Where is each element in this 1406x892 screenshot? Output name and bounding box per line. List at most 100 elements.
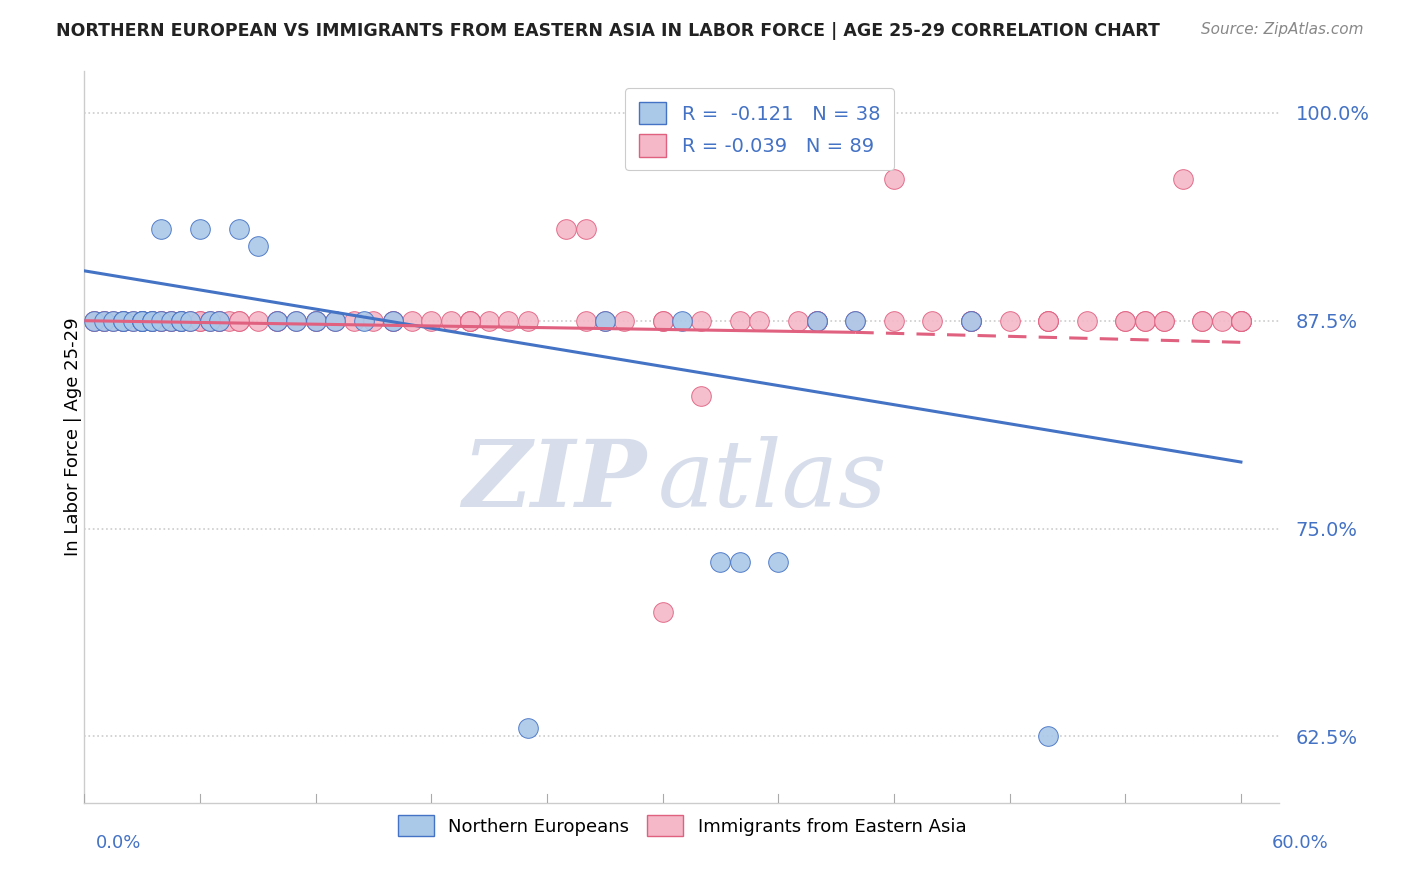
Point — [555, 222, 578, 236]
Point — [131, 314, 153, 328]
Point — [198, 314, 221, 328]
Point — [498, 314, 520, 328]
Point — [381, 314, 404, 328]
Point — [458, 314, 481, 328]
Point — [266, 314, 288, 328]
Point — [806, 314, 828, 328]
Point — [188, 314, 211, 328]
Point — [121, 314, 143, 328]
Point — [93, 314, 115, 328]
Point — [651, 314, 673, 328]
Point — [1171, 172, 1194, 186]
Point — [1230, 314, 1253, 328]
Point — [103, 314, 125, 328]
Point — [768, 555, 790, 569]
Point — [246, 314, 269, 328]
Point — [458, 314, 481, 328]
Point — [83, 314, 105, 328]
Point — [170, 314, 193, 328]
Text: NORTHERN EUROPEAN VS IMMIGRANTS FROM EASTERN ASIA IN LABOR FORCE | AGE 25-29 COR: NORTHERN EUROPEAN VS IMMIGRANTS FROM EAS… — [56, 22, 1160, 40]
Point — [285, 314, 308, 328]
Point — [671, 314, 693, 328]
Point — [160, 314, 183, 328]
Point — [574, 222, 596, 236]
Text: 60.0%: 60.0% — [1272, 834, 1329, 852]
Point — [150, 314, 173, 328]
Text: Source: ZipAtlas.com: Source: ZipAtlas.com — [1201, 22, 1364, 37]
Point — [83, 314, 105, 328]
Point — [228, 314, 250, 328]
Point — [1133, 314, 1156, 328]
Point — [806, 314, 828, 328]
Point — [93, 314, 115, 328]
Point — [516, 721, 538, 735]
Point — [613, 314, 636, 328]
Point — [343, 314, 366, 328]
Point — [141, 314, 163, 328]
Point — [228, 222, 250, 236]
Point — [690, 314, 713, 328]
Point — [1153, 314, 1175, 328]
Point — [363, 314, 385, 328]
Point — [728, 555, 751, 569]
Point — [998, 314, 1021, 328]
Point — [806, 314, 828, 328]
Point — [170, 314, 193, 328]
Point — [806, 314, 828, 328]
Point — [1211, 314, 1233, 328]
Point — [439, 314, 461, 328]
Text: 0.0%: 0.0% — [96, 834, 141, 852]
Point — [353, 314, 375, 328]
Point — [574, 314, 596, 328]
Point — [1114, 314, 1136, 328]
Point — [141, 314, 163, 328]
Point — [381, 314, 404, 328]
Point — [160, 314, 183, 328]
Point — [93, 314, 115, 328]
Point — [960, 314, 983, 328]
Point — [960, 314, 983, 328]
Point — [103, 314, 125, 328]
Point — [1114, 314, 1136, 328]
Text: atlas: atlas — [658, 436, 887, 526]
Point — [844, 314, 866, 328]
Point — [1133, 314, 1156, 328]
Point — [188, 222, 211, 236]
Point — [141, 314, 163, 328]
Y-axis label: In Labor Force | Age 25-29: In Labor Force | Age 25-29 — [65, 318, 82, 557]
Point — [179, 314, 201, 328]
Point — [285, 314, 308, 328]
Point — [111, 314, 134, 328]
Point — [960, 314, 983, 328]
Point — [1230, 314, 1253, 328]
Point — [131, 314, 153, 328]
Point — [1036, 314, 1059, 328]
Point — [1230, 314, 1253, 328]
Point — [1191, 314, 1213, 328]
Point — [266, 314, 288, 328]
Point — [690, 388, 713, 402]
Point — [478, 314, 501, 328]
Point — [111, 314, 134, 328]
Point — [170, 314, 193, 328]
Point — [401, 314, 423, 328]
Point — [131, 314, 153, 328]
Point — [1230, 314, 1253, 328]
Point — [844, 314, 866, 328]
Point — [1153, 314, 1175, 328]
Point — [651, 605, 673, 619]
Point — [266, 314, 288, 328]
Point — [1036, 314, 1059, 328]
Point — [921, 314, 943, 328]
Point — [883, 172, 905, 186]
Point — [1036, 314, 1059, 328]
Point — [709, 555, 731, 569]
Point — [420, 314, 443, 328]
Point — [305, 314, 328, 328]
Point — [748, 314, 770, 328]
Point — [208, 314, 231, 328]
Point — [960, 314, 983, 328]
Point — [160, 314, 183, 328]
Point — [651, 314, 673, 328]
Point — [111, 314, 134, 328]
